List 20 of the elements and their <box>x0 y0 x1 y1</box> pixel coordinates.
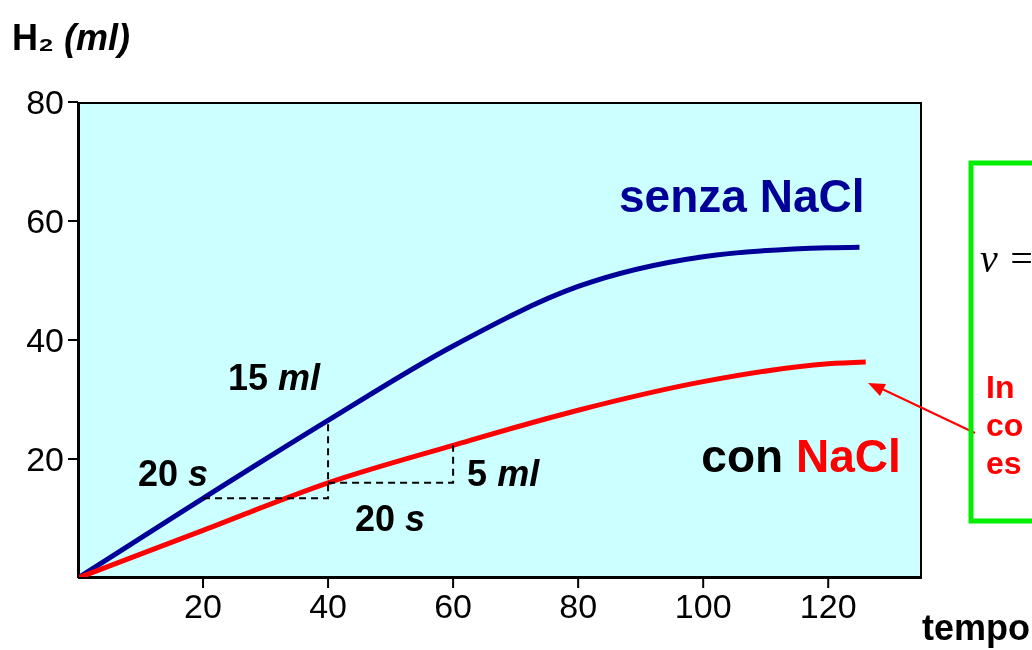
legend-label: con NaCl <box>701 430 901 483</box>
series-label: senza NaCl <box>619 170 865 223</box>
y-axis-title: H₂ (ml) <box>12 17 130 58</box>
x-tick-label: 20 <box>184 587 222 626</box>
text: In co es <box>986 369 1024 481</box>
y-tick-label: 20 <box>26 440 64 479</box>
y-tick-label: 80 <box>26 83 64 122</box>
y-tick-label: 40 <box>26 321 64 360</box>
x-tick-label: 60 <box>434 587 473 626</box>
x-tick-label: 40 <box>309 587 347 626</box>
x-tick-label: 100 <box>674 587 732 626</box>
x-axis-title: tempo <box>922 607 1030 648</box>
text: v = <box>980 236 1032 281</box>
annotation: 20 s <box>137 453 209 495</box>
x-tick-label: 80 <box>559 587 598 626</box>
annotation: 20 s <box>355 497 426 539</box>
x-tick-label: 120 <box>799 587 857 626</box>
y-tick-label: 60 <box>26 202 64 241</box>
annotation: 15 ml <box>228 357 322 399</box>
annotation: 5 ml <box>467 453 541 495</box>
